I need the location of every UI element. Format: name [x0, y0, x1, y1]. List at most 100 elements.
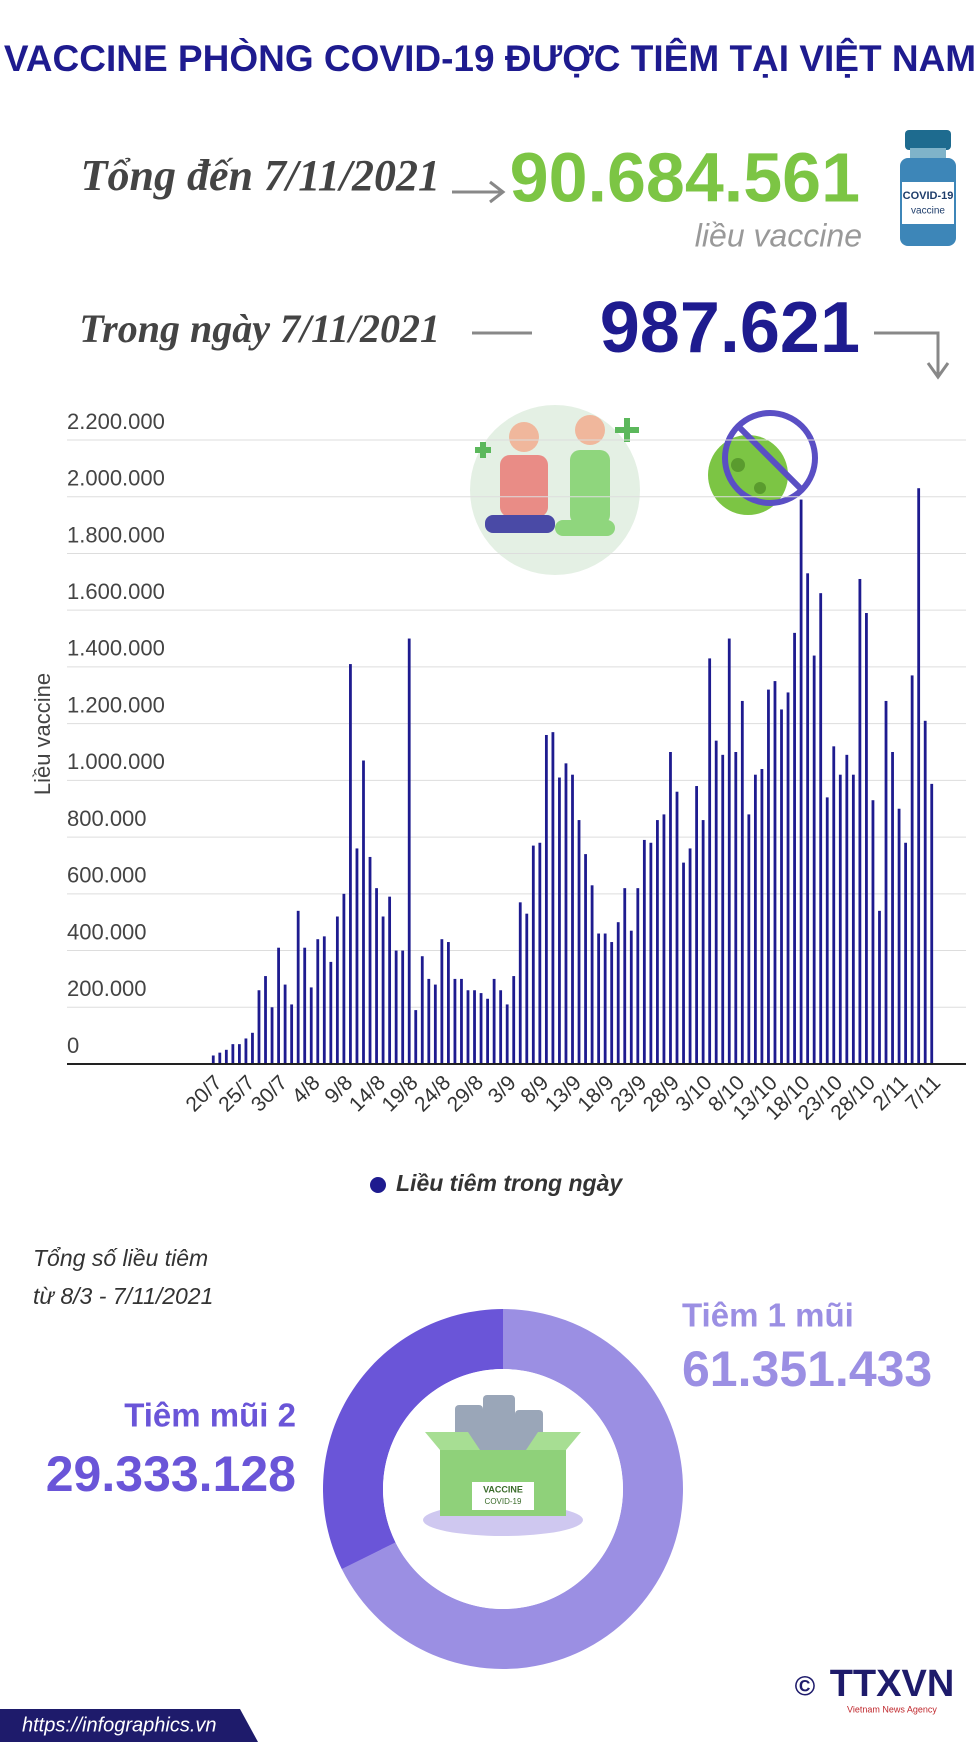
x-tick-label: 7/11	[901, 1071, 945, 1115]
virus-icon	[708, 410, 818, 515]
bar	[381, 916, 385, 1064]
bar	[642, 839, 646, 1064]
bar	[349, 664, 352, 1064]
y-tick-label: 1.600.000	[67, 579, 165, 604]
bar	[218, 1052, 222, 1064]
bar	[335, 916, 339, 1064]
bar	[362, 760, 365, 1064]
x-tick-label: 29/8	[443, 1071, 488, 1116]
bar	[590, 885, 594, 1064]
title: VACCINE PHÒNG COVID-19 ĐƯỢC TIÊM TẠI VIỆ…	[4, 37, 976, 79]
bar	[518, 902, 522, 1064]
bar	[832, 746, 836, 1064]
agency: TTXVN	[830, 1663, 955, 1705]
bar	[551, 732, 555, 1064]
bar	[669, 752, 672, 1064]
y-tick-label: 600.000	[67, 863, 147, 888]
bar	[884, 700, 888, 1064]
bar	[793, 632, 796, 1064]
vial-icon: COVID-19 vaccine	[900, 130, 956, 246]
bar	[283, 984, 287, 1064]
bar	[753, 774, 757, 1064]
segment-label: Tiêm 1 mũi	[682, 1297, 854, 1334]
y-tick-label: 800.000	[67, 806, 147, 831]
total-unit: liều vaccine	[695, 217, 862, 253]
bar	[460, 978, 463, 1064]
bar	[780, 709, 783, 1064]
bar	[473, 990, 476, 1064]
bar	[603, 933, 607, 1064]
bar	[558, 777, 561, 1064]
bar	[505, 1004, 509, 1064]
bar	[303, 947, 307, 1064]
x-tick-label: 3/9	[484, 1071, 521, 1108]
bar	[904, 842, 908, 1064]
bar	[923, 720, 927, 1064]
bar	[453, 978, 457, 1064]
bar	[407, 638, 411, 1064]
bar	[414, 1010, 418, 1064]
bar	[871, 800, 875, 1064]
copyright: ©	[795, 1670, 816, 1701]
bar	[825, 797, 829, 1064]
vaccination-illustration	[470, 405, 640, 575]
bar	[211, 1055, 215, 1064]
bar	[296, 910, 300, 1064]
bar	[767, 689, 770, 1064]
bar	[773, 681, 777, 1064]
bar	[544, 734, 548, 1064]
bar	[231, 1044, 235, 1064]
bar	[695, 786, 698, 1064]
bar	[224, 1049, 228, 1064]
bar	[244, 1038, 248, 1064]
y-tick-label: 1.000.000	[67, 749, 165, 774]
bar	[368, 856, 372, 1064]
pie-title: Tổng số liều tiêm	[33, 1245, 208, 1271]
pie-subtitle: từ 8/3 - 7/11/2021	[33, 1283, 213, 1309]
bar	[851, 774, 855, 1064]
bar	[701, 820, 705, 1064]
y-tick-label: 2.200.000	[67, 409, 165, 434]
bar	[264, 976, 267, 1064]
bar	[329, 961, 333, 1064]
bar	[812, 655, 816, 1064]
bar	[577, 820, 581, 1064]
bar	[760, 769, 764, 1064]
bar	[708, 658, 712, 1064]
arrow	[874, 331, 950, 380]
total-label: Tổng đến 7/11/2021	[81, 151, 440, 200]
bar	[531, 845, 535, 1064]
bar	[662, 814, 666, 1064]
y-tick-label: 1.800.000	[67, 522, 165, 547]
vial-sublabel: vaccine	[911, 206, 945, 217]
y-tick-label: 1.200.000	[67, 692, 165, 717]
bar	[675, 791, 679, 1064]
bar	[891, 752, 894, 1064]
arrow	[452, 180, 506, 204]
footer-url[interactable]: https://infographics.vn	[22, 1714, 217, 1736]
donut-segment	[341, 1309, 683, 1670]
bar	[251, 1032, 254, 1064]
y-tick-label: 2.000.000	[67, 466, 165, 491]
bar	[525, 913, 529, 1064]
segment-label: Tiêm mũi 2	[124, 1397, 296, 1434]
bar	[858, 578, 862, 1064]
bar	[786, 692, 790, 1064]
bar	[878, 910, 881, 1064]
bar	[734, 752, 738, 1064]
bar	[388, 896, 392, 1064]
bar	[806, 573, 810, 1064]
daily-label: Trong ngày 7/11/2021	[79, 306, 440, 351]
bar	[564, 763, 568, 1064]
bar	[492, 978, 496, 1064]
bar	[597, 933, 601, 1064]
agency-sub: Vietnam News Agency	[847, 1704, 937, 1714]
donut-segment	[322, 1309, 503, 1570]
bar	[420, 956, 424, 1064]
bar	[799, 499, 803, 1065]
y-tick-label: 0	[67, 1033, 79, 1058]
bar	[865, 613, 868, 1064]
bar	[440, 939, 444, 1064]
